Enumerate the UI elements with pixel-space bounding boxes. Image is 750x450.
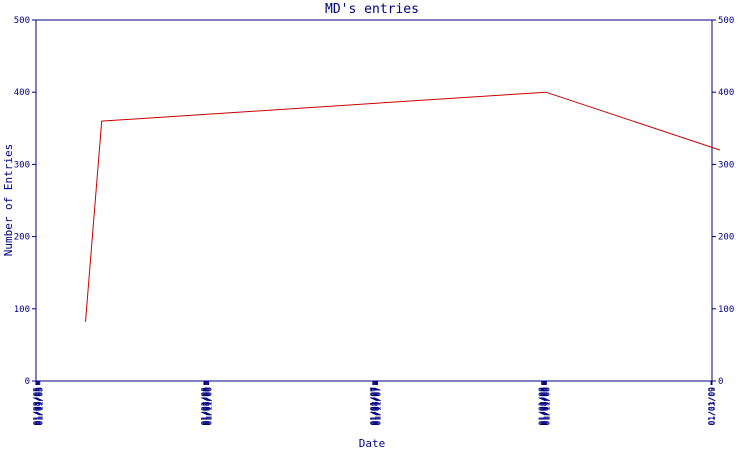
x-axis: 01/03/0501/05/0501/07/0501/09/0501/11/05… — [32, 381, 717, 426]
y-tick-label-right: 300 — [718, 160, 734, 170]
y-tick-label-left: 100 — [14, 305, 30, 315]
y-tick-label-right: 400 — [718, 88, 734, 98]
x-tick-label: 01/09/06 — [204, 387, 213, 426]
y-axis-left: 0 100 200 300 400 500 — [14, 16, 36, 387]
y-tick-label-left: 500 — [14, 16, 30, 26]
y-axis-label: Number of Entries — [2, 144, 15, 257]
x-tick-label: 01/01/09 — [707, 387, 716, 426]
x-tick-label: 01/11/07 — [373, 387, 382, 426]
x-tick-label: 01/03/05 — [32, 387, 41, 426]
series-group — [85, 91, 721, 322]
y-axis-right: 0 100 200 300 400 500 — [712, 16, 734, 387]
x-tick-label: 01/09/08 — [541, 387, 550, 426]
x-tick-label: 01/03/08 — [539, 387, 548, 426]
x-tick-label: 01/01/08 — [538, 387, 547, 426]
x-tick-label: 01/05/07 — [371, 387, 380, 426]
x-tick-label: 01/09/07 — [373, 387, 382, 426]
y-tick-label-left: 200 — [14, 233, 30, 243]
y-tick-label-left: 400 — [14, 88, 30, 98]
y-tick-label-left: 0 — [25, 377, 30, 387]
x-tick-label: 01/03/09 — [708, 387, 717, 426]
y-tick-label-right: 0 — [718, 377, 723, 387]
x-tick-label: 01/05/05 — [33, 387, 42, 426]
x-tick-label: 01/01/07 — [369, 387, 378, 426]
x-tick-label: 01/07/05 — [34, 387, 43, 426]
x-tick-label: 01/11/08 — [542, 387, 551, 426]
chart-title: MD's entries — [325, 2, 419, 17]
plot-area-frame — [35, 19, 713, 382]
x-tick-label: 01/09/05 — [35, 387, 44, 426]
x-tick-label: 01/03/07 — [370, 387, 379, 426]
x-tick-label: 01/05/06 — [202, 387, 211, 426]
y-tick-label-left: 300 — [14, 160, 30, 170]
x-axis-label: Date — [359, 437, 386, 450]
x-tick-label: 01/01/06 — [200, 387, 209, 426]
x-tick-label: 01/05/08 — [540, 387, 549, 426]
x-tick-label: 01/07/08 — [541, 387, 550, 426]
x-tick-label: 01/07/07 — [372, 387, 381, 426]
y-tick-label-right: 100 — [718, 305, 734, 315]
series-line — [85, 91, 721, 322]
y-tick-label-right: 500 — [718, 16, 734, 26]
x-tick-label: 01/07/06 — [203, 387, 212, 426]
x-tick-label: 01/11/06 — [205, 387, 214, 426]
y-tick-label-right: 200 — [718, 233, 734, 243]
x-tick-label: 01/11/05 — [36, 387, 45, 426]
x-tick-label: 01/03/06 — [201, 387, 210, 426]
